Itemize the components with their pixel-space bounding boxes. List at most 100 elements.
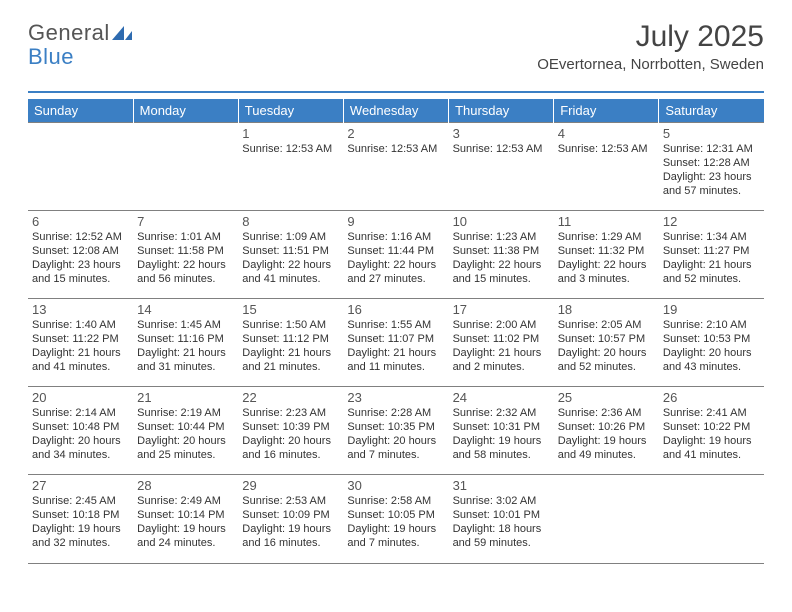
sun-info-line: Daylight: 22 hours and 56 minutes. (137, 259, 234, 287)
calendar-cell: 14Sunrise: 1:45 AMSunset: 11:16 PMDaylig… (133, 299, 238, 387)
sun-info-line: Sunset: 10:31 PM (453, 421, 550, 435)
sun-info-line: Sunrise: 2:49 AM (137, 495, 234, 509)
calendar-cell: 8Sunrise: 1:09 AMSunset: 11:51 PMDayligh… (238, 211, 343, 299)
sun-info-line: Sunrise: 2:32 AM (453, 407, 550, 421)
sun-info-line: Sunset: 11:44 PM (347, 245, 444, 259)
sun-info-line: Sunset: 10:57 PM (558, 333, 655, 347)
sun-info-line: Sunrise: 2:53 AM (242, 495, 339, 509)
calendar-body: 1Sunrise: 12:53 AM2Sunrise: 12:53 AM3Sun… (28, 123, 764, 563)
brand-logo: General (28, 20, 134, 46)
sun-info-line: Sunrise: 1:01 AM (137, 231, 234, 245)
calendar-cell: 22Sunrise: 2:23 AMSunset: 10:39 PMDaylig… (238, 387, 343, 475)
sun-info-line: Daylight: 22 hours and 27 minutes. (347, 259, 444, 287)
calendar-table: SundayMondayTuesdayWednesdayThursdayFrid… (28, 99, 764, 563)
sun-info-line: Sunset: 10:14 PM (137, 509, 234, 523)
sun-info-line: Daylight: 23 hours and 15 minutes. (32, 259, 129, 287)
day-number: 26 (663, 390, 760, 406)
sun-info-line: Sunset: 11:22 PM (32, 333, 129, 347)
calendar-cell: 25Sunrise: 2:36 AMSunset: 10:26 PMDaylig… (554, 387, 659, 475)
day-number: 7 (137, 214, 234, 230)
calendar-cell: 20Sunrise: 2:14 AMSunset: 10:48 PMDaylig… (28, 387, 133, 475)
sun-info-line: Daylight: 20 hours and 52 minutes. (558, 347, 655, 375)
day-number: 16 (347, 302, 444, 318)
sun-info-line: Daylight: 21 hours and 41 minutes. (32, 347, 129, 375)
sun-info-line: Daylight: 20 hours and 43 minutes. (663, 347, 760, 375)
sun-info-line: Daylight: 18 hours and 59 minutes. (453, 523, 550, 551)
calendar-cell: 24Sunrise: 2:32 AMSunset: 10:31 PMDaylig… (449, 387, 554, 475)
day-number: 15 (242, 302, 339, 318)
sun-info-line: Sunset: 11:02 PM (453, 333, 550, 347)
calendar-cell: 5Sunrise: 12:31 AMSunset: 12:28 AMDaylig… (659, 123, 764, 211)
day-header: Monday (133, 99, 238, 123)
sun-info-line: Sunrise: 1:34 AM (663, 231, 760, 245)
sun-info-line: Daylight: 20 hours and 7 minutes. (347, 435, 444, 463)
sun-info-line: Sunrise: 1:40 AM (32, 319, 129, 333)
day-number: 19 (663, 302, 760, 318)
calendar-cell: 15Sunrise: 1:50 AMSunset: 11:12 PMDaylig… (238, 299, 343, 387)
day-header: Sunday (28, 99, 133, 123)
sun-info-line: Sunrise: 12:52 AM (32, 231, 129, 245)
sun-info-line: Sunset: 11:58 PM (137, 245, 234, 259)
calendar-cell: 4Sunrise: 12:53 AM (554, 123, 659, 211)
calendar-cell: 27Sunrise: 2:45 AMSunset: 10:18 PMDaylig… (28, 475, 133, 563)
sun-info-line: Daylight: 19 hours and 49 minutes. (558, 435, 655, 463)
day-number: 22 (242, 390, 339, 406)
sun-info-line: Sunrise: 2:10 AM (663, 319, 760, 333)
calendar-cell: 7Sunrise: 1:01 AMSunset: 11:58 PMDayligh… (133, 211, 238, 299)
title-block: July 2025 OEvertornea, Norrbotten, Swede… (537, 20, 764, 73)
sun-info-line: Daylight: 22 hours and 3 minutes. (558, 259, 655, 287)
day-number: 10 (453, 214, 550, 230)
day-number: 18 (558, 302, 655, 318)
sun-info-line: Sunrise: 12:53 AM (242, 143, 339, 157)
sun-info-line: Sunrise: 2:36 AM (558, 407, 655, 421)
calendar-cell: 1Sunrise: 12:53 AM (238, 123, 343, 211)
day-number: 27 (32, 478, 129, 494)
sun-info-line: Sunrise: 2:58 AM (347, 495, 444, 509)
sun-info-line: Sunset: 11:32 PM (558, 245, 655, 259)
sun-info-line: Sunset: 10:53 PM (663, 333, 760, 347)
sun-info-line: Sunset: 12:08 AM (32, 245, 129, 259)
calendar-cell (659, 475, 764, 563)
calendar-cell: 30Sunrise: 2:58 AMSunset: 10:05 PMDaylig… (343, 475, 448, 563)
sun-info-line: Sunrise: 12:53 AM (347, 143, 444, 157)
day-number: 20 (32, 390, 129, 406)
calendar-cell: 31Sunrise: 3:02 AMSunset: 10:01 PMDaylig… (449, 475, 554, 563)
sun-info-line: Daylight: 21 hours and 52 minutes. (663, 259, 760, 287)
sun-info-line: Sunrise: 3:02 AM (453, 495, 550, 509)
calendar-cell: 11Sunrise: 1:29 AMSunset: 11:32 PMDaylig… (554, 211, 659, 299)
calendar-week: 13Sunrise: 1:40 AMSunset: 11:22 PMDaylig… (28, 299, 764, 387)
calendar-cell (28, 123, 133, 211)
sun-info-line: Sunset: 10:26 PM (558, 421, 655, 435)
day-number: 9 (347, 214, 444, 230)
day-header: Thursday (449, 99, 554, 123)
sun-info-line: Sunset: 10:35 PM (347, 421, 444, 435)
calendar-week: 27Sunrise: 2:45 AMSunset: 10:18 PMDaylig… (28, 475, 764, 563)
day-number: 17 (453, 302, 550, 318)
day-header: Tuesday (238, 99, 343, 123)
sun-info-line: Daylight: 19 hours and 24 minutes. (137, 523, 234, 551)
calendar-cell: 16Sunrise: 1:55 AMSunset: 11:07 PMDaylig… (343, 299, 448, 387)
day-number: 2 (347, 126, 444, 142)
bottom-rule (28, 563, 764, 564)
sun-info-line: Daylight: 19 hours and 7 minutes. (347, 523, 444, 551)
calendar-cell: 6Sunrise: 12:52 AMSunset: 12:08 AMDaylig… (28, 211, 133, 299)
calendar-cell: 12Sunrise: 1:34 AMSunset: 11:27 PMDaylig… (659, 211, 764, 299)
sun-info-line: Sunrise: 2:28 AM (347, 407, 444, 421)
day-number: 12 (663, 214, 760, 230)
sun-info-line: Sunset: 10:39 PM (242, 421, 339, 435)
month-title: July 2025 (537, 20, 764, 54)
sun-info-line: Daylight: 22 hours and 41 minutes. (242, 259, 339, 287)
day-number: 28 (137, 478, 234, 494)
calendar-week: 20Sunrise: 2:14 AMSunset: 10:48 PMDaylig… (28, 387, 764, 475)
sun-info-line: Daylight: 19 hours and 32 minutes. (32, 523, 129, 551)
sun-info-line: Sunrise: 12:31 AM (663, 143, 760, 157)
sun-info-line: Sunrise: 1:50 AM (242, 319, 339, 333)
calendar-cell: 28Sunrise: 2:49 AMSunset: 10:14 PMDaylig… (133, 475, 238, 563)
day-number: 29 (242, 478, 339, 494)
calendar-cell: 13Sunrise: 1:40 AMSunset: 11:22 PMDaylig… (28, 299, 133, 387)
sun-info-line: Sunrise: 1:45 AM (137, 319, 234, 333)
sun-info-line: Daylight: 20 hours and 16 minutes. (242, 435, 339, 463)
sun-info-line: Sunrise: 2:14 AM (32, 407, 129, 421)
location-text: OEvertornea, Norrbotten, Sweden (537, 56, 764, 73)
sun-info-line: Sunset: 12:28 AM (663, 157, 760, 171)
